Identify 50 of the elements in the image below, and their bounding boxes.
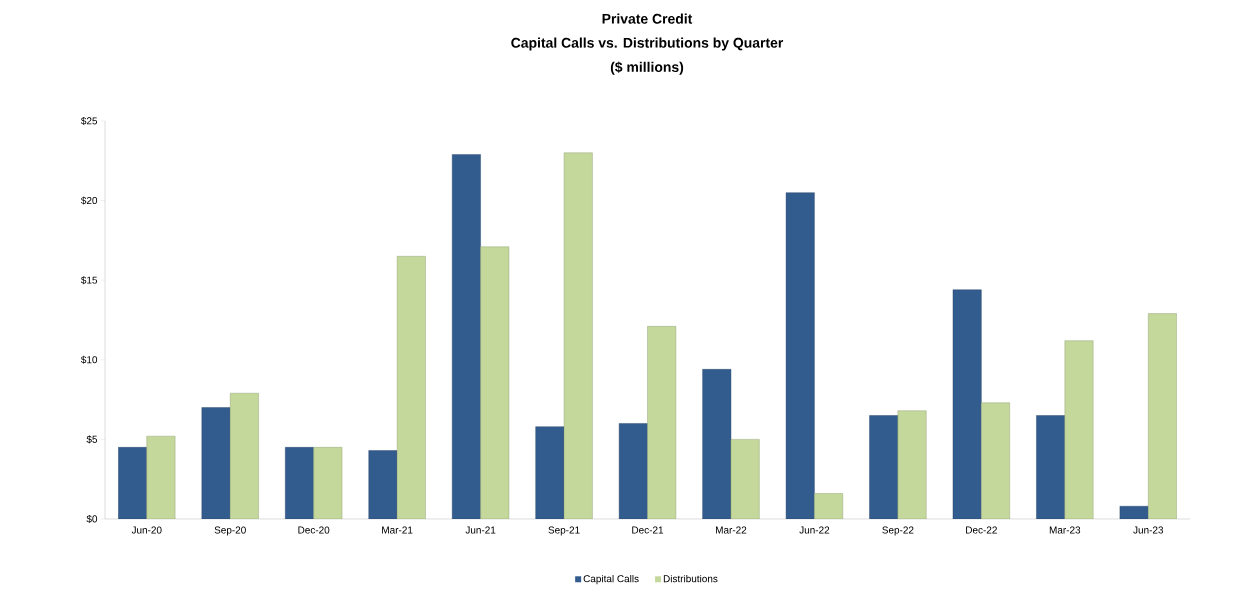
bar bbox=[563, 152, 593, 519]
bar bbox=[146, 436, 176, 519]
x-tick-label: Sep-20 bbox=[214, 526, 246, 536]
bar bbox=[452, 154, 481, 519]
bar bbox=[480, 246, 510, 519]
bar bbox=[1036, 415, 1066, 519]
y-tick-label: $5 bbox=[86, 435, 98, 444]
x-tick-label: Jun-23 bbox=[1133, 526, 1164, 534]
bar bbox=[313, 447, 343, 519]
x-tick-label: Jun-20 bbox=[131, 526, 162, 534]
y-tick-label: $20 bbox=[80, 196, 98, 205]
bar bbox=[230, 393, 259, 519]
bar bbox=[647, 326, 677, 519]
legend-label: Capital Calls bbox=[583, 574, 639, 585]
x-tick-label: Mar-21 bbox=[382, 526, 413, 534]
x-tick-label: Mar-23 bbox=[1049, 526, 1081, 534]
bar bbox=[618, 423, 648, 519]
y-tick-label: $0 bbox=[86, 514, 98, 524]
y-tick-label: $10 bbox=[80, 355, 98, 364]
legend-label: Distributions bbox=[663, 574, 718, 583]
x-tick-label: Mar-22 bbox=[716, 526, 747, 534]
bar bbox=[730, 439, 760, 519]
bar bbox=[285, 447, 314, 519]
chart-subtitle: Capital Calls vs. Distributions by Quarter bbox=[511, 37, 784, 51]
bar bbox=[201, 407, 231, 519]
bar bbox=[897, 410, 927, 519]
bar bbox=[981, 402, 1010, 519]
bar bbox=[869, 415, 899, 519]
bar bbox=[1148, 313, 1177, 519]
chart-title: Private Credit bbox=[602, 13, 693, 24]
bar bbox=[368, 450, 398, 519]
bar bbox=[785, 192, 815, 519]
text: ($ millions) bbox=[610, 61, 684, 75]
x-tick-label: Dec-22 bbox=[966, 526, 997, 534]
x-tick-label: Dec-20 bbox=[298, 526, 330, 534]
bar bbox=[814, 493, 844, 519]
x-tick-label: Dec-21 bbox=[632, 526, 664, 534]
bar bbox=[1064, 340, 1094, 519]
bar bbox=[952, 289, 982, 519]
bar bbox=[396, 256, 426, 519]
bar bbox=[118, 447, 147, 519]
x-tick-label: Sep-22 bbox=[882, 526, 914, 536]
x-tick-label: Jun-21 bbox=[465, 526, 496, 534]
x-tick-label: Sep-21 bbox=[548, 526, 580, 536]
bar bbox=[702, 369, 732, 519]
bar bbox=[1119, 506, 1149, 519]
y-tick-label: $15 bbox=[80, 276, 98, 285]
y-tick-label: $25 bbox=[80, 116, 98, 126]
x-tick-label: Jun-22 bbox=[799, 526, 830, 534]
bar bbox=[535, 426, 565, 519]
